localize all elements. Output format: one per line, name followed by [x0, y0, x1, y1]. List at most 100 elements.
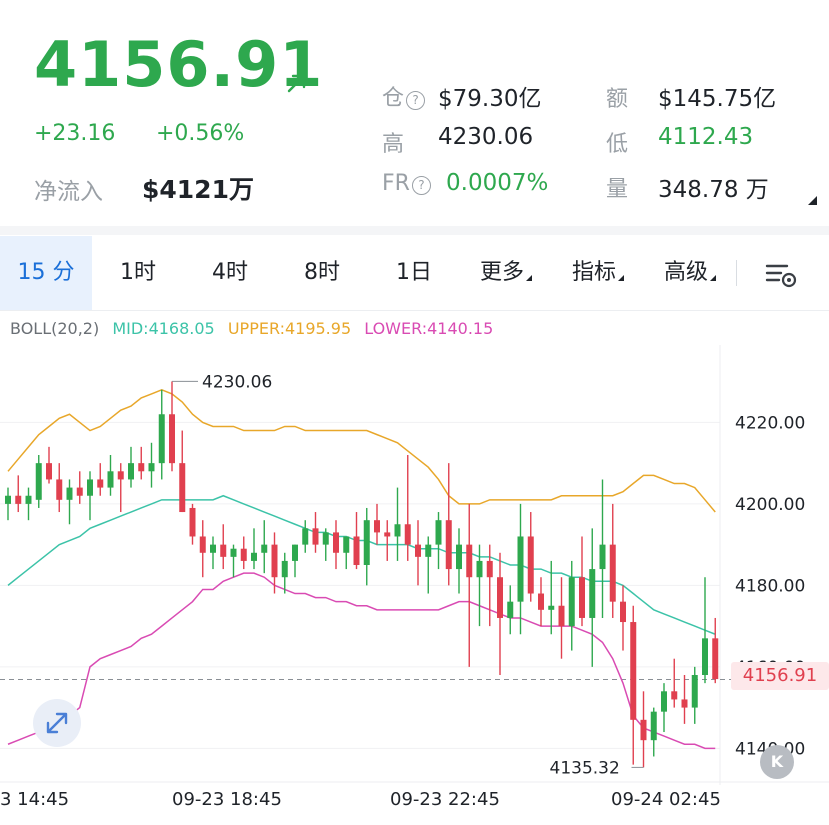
- low-label: 低: [606, 132, 629, 157]
- tab-4h[interactable]: 4时: [184, 236, 276, 310]
- y-tick: 4200.00: [735, 495, 805, 515]
- volume-label: 量: [606, 177, 629, 202]
- tab-label: 高级: [663, 260, 708, 285]
- candle-body: [538, 593, 544, 610]
- section-divider: [0, 226, 829, 235]
- candle-body: [210, 544, 216, 553]
- x-tick: 3 14:45: [0, 789, 70, 810]
- candle-body: [322, 532, 329, 545]
- candle-body: [158, 414, 165, 464]
- candle-body: [445, 520, 452, 570]
- candle-body: [712, 638, 719, 680]
- funding-rate-label: FR: [382, 171, 410, 196]
- y-tick: 4180.00: [735, 576, 805, 596]
- candle-body: [394, 524, 401, 537]
- jump-to-latest-button[interactable]: K: [760, 745, 794, 779]
- candle-body: [384, 532, 391, 537]
- amount-value: $145.75亿: [658, 86, 777, 112]
- tab-separator: [736, 260, 737, 286]
- candle-body: [107, 471, 114, 488]
- volume-value: 348.78 万: [658, 177, 769, 203]
- candle-body: [66, 487, 73, 500]
- boll-name: BOLL(20,2): [10, 319, 100, 338]
- candle-body: [425, 544, 432, 557]
- candle-body: [558, 605, 565, 627]
- candle-body: [76, 487, 83, 496]
- tab-1d[interactable]: 1日: [368, 236, 460, 310]
- tab-label: 15 分: [17, 260, 75, 285]
- candle-body: [179, 463, 186, 513]
- tab-more[interactable]: 更多: [460, 236, 552, 310]
- low-annotation: 4135.32: [550, 758, 620, 778]
- candlestick-chart[interactable]: 4220.004200.004180.004160.004140.004230.…: [0, 345, 829, 785]
- candle-body: [568, 577, 575, 627]
- candle-body: [661, 691, 667, 712]
- candle-body: [117, 471, 124, 480]
- expand-stats-icon[interactable]: [808, 196, 817, 205]
- help-icon[interactable]: ?: [406, 91, 426, 110]
- low-value: 4112.43: [658, 124, 754, 150]
- help-icon[interactable]: ?: [411, 176, 431, 195]
- tab-label: 1时: [120, 260, 156, 285]
- candle-body: [281, 560, 288, 578]
- x-tick: 09-23 18:45: [172, 789, 282, 810]
- boll-upper-line: [7, 389, 716, 513]
- funding-rate-value: 0.0007%: [446, 170, 549, 196]
- expand-arrows-icon: [46, 712, 68, 734]
- dropdown-corner-icon: [710, 275, 716, 281]
- candle-body: [189, 507, 196, 537]
- fullscreen-button[interactable]: [33, 699, 81, 747]
- candle-body: [240, 548, 247, 561]
- candle-body: [579, 577, 585, 618]
- amount-label: 额: [606, 87, 629, 112]
- candle-body: [404, 524, 411, 545]
- candle-body: [343, 536, 350, 553]
- change-percent: +0.56%: [156, 121, 245, 146]
- candle-body: [169, 414, 175, 464]
- candle-body: [702, 638, 708, 675]
- candle-body: [97, 479, 104, 488]
- change-absolute: +23.16: [34, 121, 116, 146]
- current-price-tag: 4156.91: [731, 662, 829, 690]
- tab-8h[interactable]: 8时: [276, 236, 368, 310]
- tab-1h[interactable]: 1时: [92, 236, 184, 310]
- y-tick: 4220.00: [735, 413, 805, 433]
- candle-body: [497, 577, 503, 618]
- tab-15m[interactable]: 15 分: [0, 236, 92, 310]
- candle-body: [292, 544, 298, 561]
- candle-body: [230, 548, 237, 557]
- high-label: 高: [382, 132, 405, 157]
- funding-rate[interactable]: FR?: [382, 171, 431, 196]
- candle-body: [671, 691, 678, 700]
- candle-body: [599, 544, 606, 570]
- candle-body: [691, 675, 698, 708]
- candle-body: [46, 463, 52, 480]
- candle-body: [87, 479, 93, 496]
- tab-indicators[interactable]: 指标: [552, 236, 644, 310]
- candle-body: [271, 544, 278, 578]
- boll-legend: BOLL(20,2) MID:4168.05 UPPER:4195.95 LOW…: [10, 319, 501, 338]
- candle-body: [650, 711, 657, 741]
- open-interest[interactable]: 仓?: [382, 80, 426, 112]
- candle-body: [333, 532, 339, 553]
- chart-settings-icon[interactable]: [764, 260, 800, 290]
- candle-body: [261, 544, 268, 553]
- candle-body: [507, 601, 514, 618]
- boll-lower-line: [7, 572, 716, 750]
- candle-body: [609, 544, 616, 602]
- boll-lower: LOWER:4140.15: [364, 319, 494, 338]
- candle-body: [589, 569, 596, 618]
- tab-advanced[interactable]: 高级: [644, 236, 736, 310]
- candle-body: [148, 463, 155, 472]
- candle-body: [363, 520, 370, 565]
- boll-mid: MID:4168.05: [112, 319, 215, 338]
- dropdown-corner-icon: [618, 275, 624, 281]
- candle-body: [220, 544, 227, 557]
- candle-body: [681, 699, 688, 708]
- high-value: 4230.06: [438, 124, 534, 150]
- tab-label: 4时: [212, 260, 248, 285]
- candle-body: [630, 622, 637, 720]
- net-inflow-value: $4121万: [142, 175, 254, 204]
- high-annotation: 4230.06: [202, 372, 272, 392]
- tab-label: 8时: [304, 260, 340, 285]
